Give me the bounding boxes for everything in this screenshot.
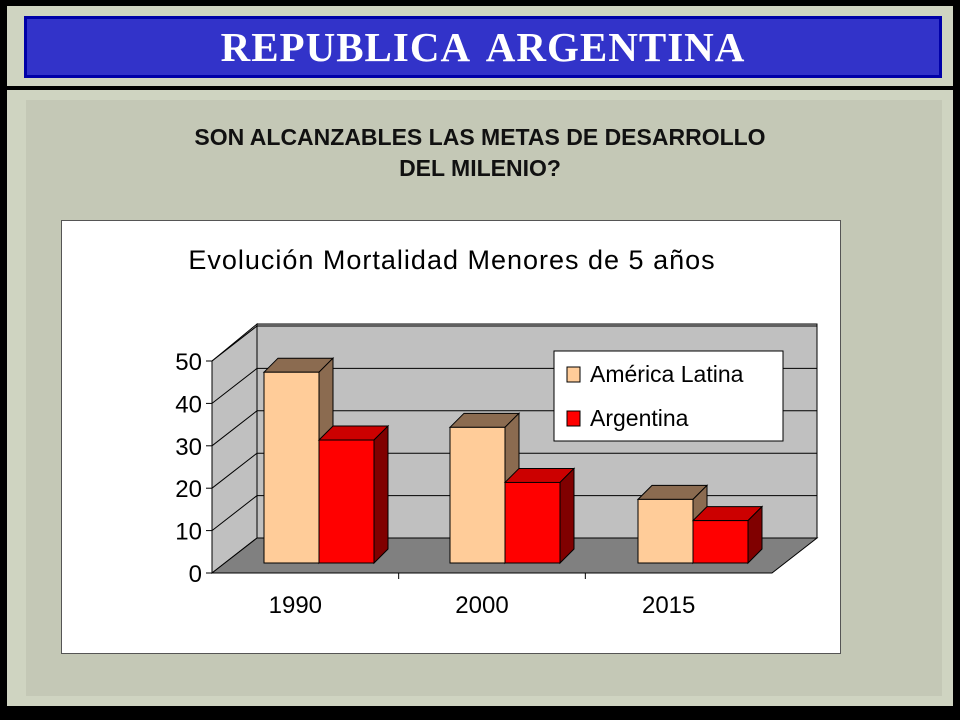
bar <box>637 498 694 564</box>
page-title: REPUBLICA ARGENTINA <box>220 24 746 70</box>
legend-swatch <box>566 410 581 427</box>
x-tick-label: 2000 <box>455 592 508 619</box>
y-tick-label: 10 <box>175 519 202 546</box>
bar <box>318 439 375 564</box>
x-tick-label: 2015 <box>642 592 695 619</box>
legend-label: Argentina <box>590 405 689 431</box>
y-tick-label: 20 <box>175 476 202 503</box>
y-tick-label: 0 <box>189 561 202 588</box>
header-band: REPUBLICA ARGENTINA <box>24 16 942 78</box>
legend-swatch <box>566 366 581 383</box>
question-line-1: SON ALCANZABLES LAS METAS DE DESARROLLO <box>194 124 766 150</box>
bar-side <box>559 467 575 565</box>
question-line-2: DEL MILENIO? <box>399 155 561 181</box>
y-tick-label: 50 <box>175 349 202 376</box>
bar <box>504 481 561 564</box>
chart-area: Evolución Mortalidad Menores de 5 años 0… <box>61 220 841 654</box>
bar-chart: Evolución Mortalidad Menores de 5 años 0… <box>175 245 819 619</box>
legend-box <box>553 350 784 442</box>
y-tick-label: 30 <box>175 434 202 461</box>
x-tick-label: 1990 <box>269 592 322 619</box>
gridline <box>211 325 817 362</box>
y-tick-label: 40 <box>175 391 202 418</box>
bar <box>263 371 320 564</box>
gridline <box>211 495 817 531</box>
bar <box>692 520 749 564</box>
question-heading: SON ALCANZABLES LAS METAS DE DESARROLLO … <box>60 122 900 184</box>
bar <box>449 426 506 564</box>
chart-side-wall <box>211 322 258 575</box>
gridline <box>211 452 817 489</box>
bar-side <box>373 424 389 565</box>
legend-label: América Latina <box>590 361 744 387</box>
chart-title: Evolución Mortalidad Menores de 5 años <box>188 245 715 275</box>
